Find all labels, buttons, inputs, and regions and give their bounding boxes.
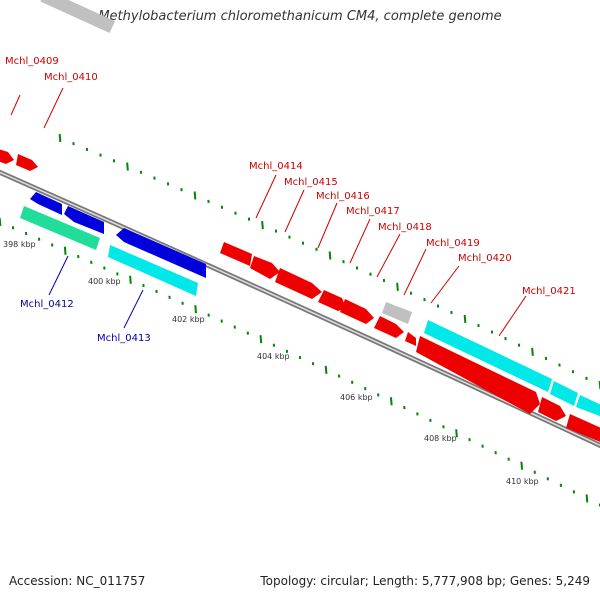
feature-mchl-0414[interactable]: [220, 242, 252, 266]
feature-blue-a[interactable]: [30, 192, 62, 215]
tick-rings: [0, 133, 600, 507]
ruler-label-410: 410 kbp: [506, 477, 539, 486]
label-leaders: [10, 87, 527, 337]
tick-mark-upper-10: [193, 191, 197, 200]
ruler-label-398: 398 kbp: [3, 240, 36, 249]
tick-mark-upper-30: [463, 314, 467, 324]
tick-mark-upper-20: [328, 251, 332, 260]
genome-backbone: [0, 169, 600, 449]
gene-label-mchl-0419[interactable]: Mchl_0419: [426, 238, 480, 249]
gene-labels: Mchl_0409 Mchl_0410 Mchl_0414 Mchl_0415 …: [5, 56, 576, 344]
feature-mchl-0410-b[interactable]: [16, 154, 38, 171]
tick-mark-lower-40: [520, 461, 524, 470]
forward-strand-features: [40, 0, 115, 33]
accession-text: Accession: NC_011757: [9, 574, 146, 588]
feature-mchl-0421c[interactable]: [538, 397, 566, 421]
feature-blue-b[interactable]: [64, 206, 104, 234]
feature-mchl-0413[interactable]: [108, 245, 198, 296]
feature-mchl-0409[interactable]: [40, 0, 115, 33]
tick-mark-lower-45: [585, 494, 589, 503]
tick-mark-upper-15: [261, 220, 264, 230]
gene-label-mchl-0414[interactable]: Mchl_0414: [249, 161, 303, 172]
feature-mchl-0413-blue[interactable]: [116, 228, 206, 278]
ruler-label-406: 406 kbp: [340, 393, 373, 402]
feature-mchl-0416[interactable]: [275, 268, 322, 299]
gene-label-mchl-0416[interactable]: Mchl_0416: [316, 191, 370, 202]
ruler-label-404: 404 kbp: [257, 352, 290, 361]
gene-label-mchl-0420[interactable]: Mchl_0420: [458, 253, 512, 264]
feature-mchl-0420[interactable]: [424, 320, 552, 392]
ruler-label-402: 402 kbp: [172, 315, 205, 324]
feature-mchl-0421d[interactable]: [566, 414, 600, 446]
tick-mark-lower-5: [63, 246, 67, 255]
feature-mchl-0421[interactable]: [416, 336, 540, 414]
feature-mchl-0415[interactable]: [250, 256, 280, 279]
tick-mark-lower-35: [455, 429, 458, 438]
tick-mark-upper-0: [58, 133, 62, 143]
gene-label-mchl-0409[interactable]: Mchl_0409: [5, 56, 59, 67]
tick-mark-lower-10: [129, 275, 132, 284]
gene-label-mchl-0413[interactable]: Mchl_0413: [97, 333, 151, 344]
tick-mark-upper-35: [531, 347, 534, 356]
features-upper: [0, 148, 600, 446]
genome-summary-text: Topology: circular; Length: 5,777,908 bp…: [260, 574, 590, 588]
gene-label-mchl-0412[interactable]: Mchl_0412: [20, 299, 74, 310]
gene-label-mchl-0421[interactable]: Mchl_0421: [522, 286, 576, 297]
feature-mchl-0421b[interactable]: [576, 395, 600, 420]
gene-label-mchl-0417[interactable]: Mchl_0417: [346, 206, 400, 217]
tick-mark-upper-25: [396, 282, 399, 291]
feature-mchl-0418[interactable]: [374, 316, 404, 338]
tick-mark-lower-15: [194, 305, 197, 314]
tick-mark-lower-25: [324, 365, 328, 374]
tick-mark-lower-20: [259, 335, 263, 344]
feature-mchl-0419-grey[interactable]: [382, 302, 412, 324]
gene-label-mchl-0415[interactable]: Mchl_0415: [284, 177, 338, 188]
ruler-label-408: 408 kbp: [424, 434, 457, 443]
tick-mark-lower-30: [389, 397, 393, 406]
feature-mchl-0410-a[interactable]: [0, 148, 14, 164]
feature-mchl-0417b[interactable]: [340, 299, 374, 324]
feature-mchl-0419[interactable]: [405, 332, 416, 346]
gene-label-mchl-0410[interactable]: Mchl_0410: [44, 72, 98, 83]
map-title: Methylobacterium chloromethanicum CM4, c…: [98, 9, 502, 24]
gene-label-mchl-0418[interactable]: Mchl_0418: [378, 222, 432, 233]
feature-teal[interactable]: [20, 206, 100, 250]
ruler-labels: 398 kbp 400 kbp 402 kbp 404 kbp 406 kbp …: [3, 240, 539, 486]
feature-mchl-0417[interactable]: [318, 290, 346, 311]
ruler-label-400: 400 kbp: [88, 277, 121, 286]
tick-mark-upper-5: [126, 162, 129, 171]
feature-mchl-0420b[interactable]: [550, 381, 578, 406]
